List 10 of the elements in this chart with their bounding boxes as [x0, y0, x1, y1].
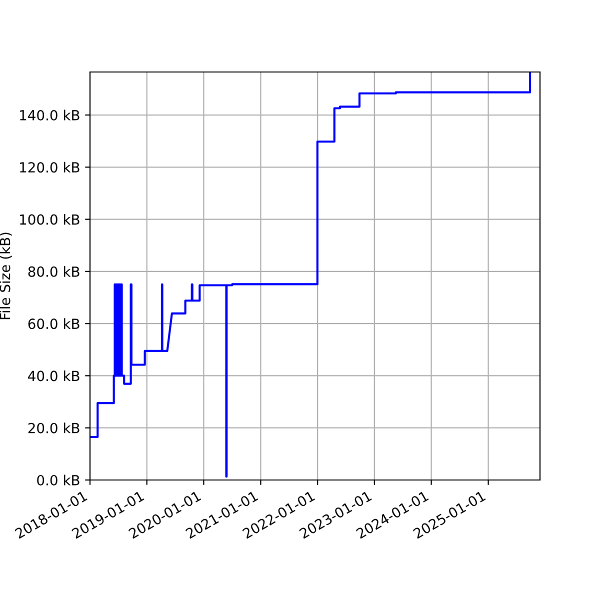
y-tick-label: 100.0 kB: [20, 214, 80, 225]
line-series: [90, 72, 532, 478]
y-tick-label: 80.0 kB: [28, 266, 80, 277]
y-axis-title: File Size (kB): [0, 232, 12, 320]
y-tick-label: 0.0 kB: [37, 474, 80, 486]
y-tick-label: 20.0 kB: [28, 422, 80, 434]
y-tick-label: 60.0 kB: [28, 318, 80, 330]
y-tick-label: 40.0 kB: [28, 370, 80, 382]
y-tick-label: 120.0 kB: [20, 162, 80, 173]
y-tick-label: 140.0 kB: [20, 110, 80, 120]
